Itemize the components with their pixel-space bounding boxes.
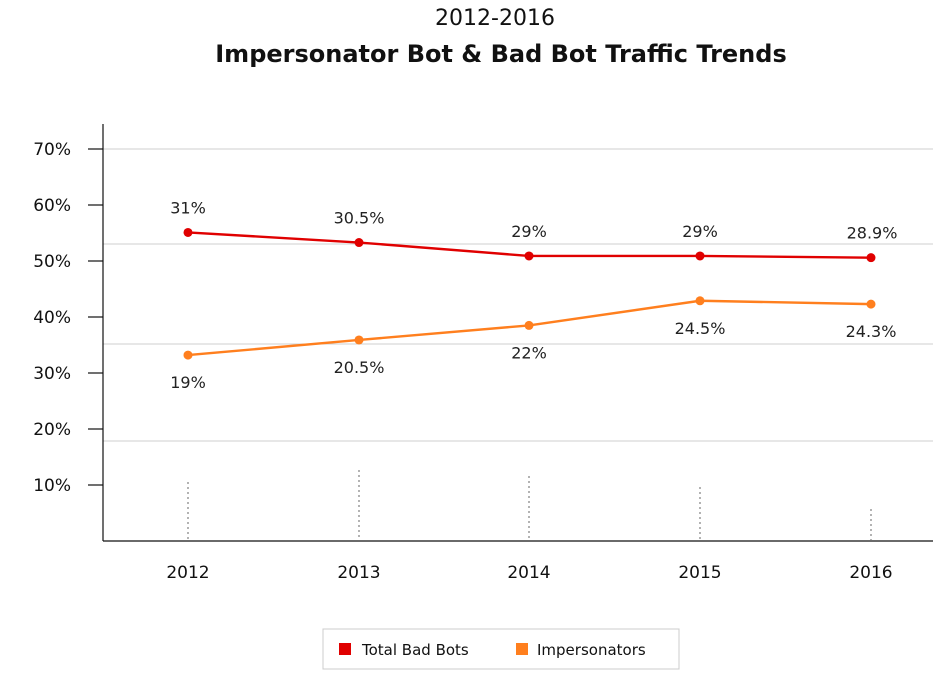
x-tick-label: 2012 <box>166 563 209 583</box>
x-tick-label: 2015 <box>678 563 721 583</box>
legend: Total Bad Bots Impersonators <box>322 628 680 670</box>
data-point <box>524 251 534 261</box>
x-tick-label: 2016 <box>849 563 892 583</box>
data-label: 30.5% <box>334 209 385 228</box>
data-label: 20.5% <box>334 358 385 377</box>
legend-swatch-impersonators <box>516 643 528 655</box>
y-tick-label: 50% <box>33 252 71 272</box>
data-point <box>183 227 193 237</box>
data-point <box>183 350 193 360</box>
y-ticks: 10% 20% 30% 40% 50% 60% 70% <box>33 140 103 496</box>
data-label: 29% <box>511 222 547 241</box>
vertical-dotted-lines <box>187 470 872 540</box>
data-point <box>695 296 705 306</box>
data-label: 22% <box>511 343 547 362</box>
axes <box>102 124 933 542</box>
data-point <box>866 253 876 263</box>
y-tick-label: 60% <box>33 196 71 216</box>
data-point <box>866 299 876 309</box>
x-ticks: 2012 2013 2014 2015 2016 <box>166 563 892 583</box>
x-tick-label: 2014 <box>507 563 550 583</box>
data-point <box>695 251 705 261</box>
legend-label-impersonators: Impersonators <box>537 641 646 659</box>
data-label: 31% <box>170 198 206 217</box>
data-label: 28.9% <box>847 224 898 243</box>
y-tick-label: 70% <box>33 140 71 160</box>
y-tick-label: 30% <box>33 364 71 384</box>
data-label: 24.5% <box>675 319 726 338</box>
y-tick-label: 20% <box>33 420 71 440</box>
legend-label-total-bad-bots: Total Bad Bots <box>361 641 469 659</box>
data-label: 19% <box>170 373 206 392</box>
data-label: 29% <box>682 222 718 241</box>
series-group <box>183 227 876 360</box>
chart-title: Impersonator Bot & Bad Bot Traffic Trend… <box>215 40 786 68</box>
legend-swatch-total-bad-bots <box>339 643 351 655</box>
data-point <box>354 335 364 345</box>
x-tick-label: 2013 <box>337 563 380 583</box>
legend-box <box>322 628 680 670</box>
data-point <box>354 238 364 248</box>
data-point <box>524 320 534 330</box>
data-label: 24.3% <box>846 322 897 341</box>
y-tick-label: 40% <box>33 308 71 328</box>
chart-subtitle: 2012-2016 <box>435 6 555 31</box>
data-labels: 31% 30.5% 29% 29% 28.9% 19% 20.5% 22% 24.5% 24.3% <box>170 198 897 392</box>
y-tick-label: 10% <box>33 476 71 496</box>
